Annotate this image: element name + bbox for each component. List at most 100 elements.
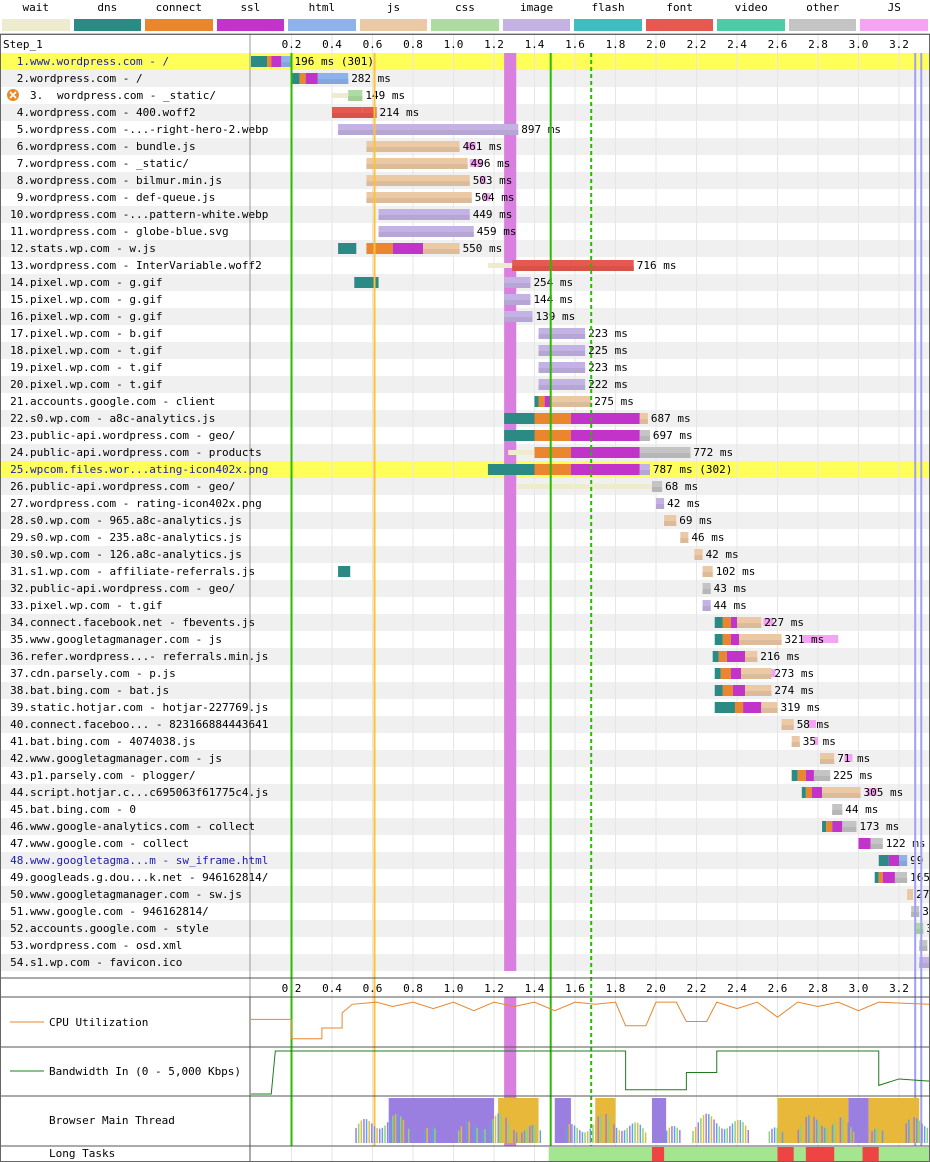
request-label: pixel.wp.com - t.gif (30, 599, 162, 612)
request-number: 34. (10, 616, 30, 629)
main-thread-spike (715, 1123, 718, 1143)
js-execution-mark (813, 737, 818, 745)
row-background (0, 665, 930, 682)
request-bar-connect (267, 56, 272, 67)
row-background (0, 427, 930, 444)
row-background (0, 954, 930, 971)
request-number: 14. (10, 276, 30, 289)
request-label: pixel.wp.com - t.gif (30, 361, 162, 374)
x-tick-label: 0.4 (322, 38, 342, 51)
legend-item-js-execution: JS Execution (858, 0, 930, 34)
request-number: 29. (10, 531, 30, 544)
row-background (0, 767, 930, 784)
row-background (0, 937, 930, 954)
long-tasks-label: Long Tasks (49, 1147, 115, 1160)
request-bar-shade (702, 606, 711, 611)
request-bar-dns (801, 787, 806, 798)
request-time-label: 165 ms (910, 871, 930, 884)
request-label: p1.parsely.com - plogger/ (30, 769, 196, 782)
request-time-label: 449 ms (473, 208, 513, 221)
request-time-label: 223 ms (588, 327, 628, 340)
main-thread-spike (705, 1113, 707, 1143)
request-bar-shade (504, 300, 531, 305)
main-thread-spike (673, 1126, 676, 1143)
request-bar-dns (791, 770, 798, 781)
request-label: cdn.parsely.com - p.js (30, 667, 176, 680)
legend-swatch (216, 19, 285, 31)
main-thread-spike (629, 1125, 631, 1143)
request-time-label: 897 ms (521, 123, 561, 136)
request-time-label: 42 ms (667, 497, 700, 510)
main-thread-spike (744, 1125, 747, 1143)
row-background (0, 784, 930, 801)
legend-swatch (73, 19, 142, 31)
request-number: 13. (10, 259, 30, 272)
request-number: 11. (10, 225, 30, 238)
row-background (0, 461, 930, 478)
legend-label: css (455, 1, 475, 14)
request-number: 38. (10, 684, 30, 697)
request-number: 49. (10, 871, 30, 884)
main-thread-spike (594, 1120, 597, 1143)
main-thread-spike (850, 1127, 852, 1143)
request-bar-js (791, 736, 800, 747)
request-bar-dns (714, 634, 723, 645)
main-thread-spike (668, 1127, 671, 1143)
request-time-label: 282 ms (351, 72, 391, 85)
main-thread-spike (839, 1117, 842, 1143)
request-bar-dns (822, 821, 827, 832)
main-thread-spike (700, 1118, 702, 1143)
main-thread-spike (676, 1127, 678, 1143)
main-thread-spike (357, 1123, 360, 1143)
request-label: bat.bing.com - 4074038.js (30, 735, 196, 748)
main-thread-spike (818, 1122, 821, 1143)
main-thread-spike (460, 1126, 463, 1143)
request-bar-shade (870, 844, 883, 849)
request-bar-js (737, 617, 762, 628)
main-thread-spike (507, 1121, 510, 1143)
legend-swatch (717, 19, 785, 31)
request-bar-shade (842, 827, 857, 832)
request-bar-connect (366, 243, 393, 254)
row-background (0, 342, 930, 359)
request-bar-js (745, 651, 758, 662)
request-bar-shade (639, 436, 650, 441)
request-bar-dns (504, 413, 535, 424)
request-time-label: 550 ms (463, 242, 503, 255)
main-thread-spike (400, 1116, 402, 1143)
request-bar-shade (694, 555, 703, 560)
request-number: 7. (17, 157, 30, 170)
request-number: 3. (30, 89, 43, 102)
request-bar-shade (761, 708, 778, 713)
request-number: 5. (17, 123, 30, 136)
request-time-label: 254 ms (533, 276, 573, 289)
main-thread-spike (613, 1124, 615, 1143)
request-bar-connect (534, 447, 571, 458)
request-time-label: 46 ms (691, 531, 724, 544)
request-bar-connect (722, 685, 733, 696)
request-bar-image (504, 311, 533, 322)
request-bar-wait (487, 263, 513, 268)
request-bar-ssl (544, 396, 551, 407)
request-bar-shade (362, 113, 377, 118)
request-bar-shade (538, 368, 586, 373)
main-thread-spike (876, 1127, 879, 1143)
long-task-block (548, 1147, 930, 1162)
main-thread-spike (821, 1125, 823, 1143)
request-bar-js (639, 413, 648, 424)
request-bar-shade (378, 232, 474, 237)
legend-label: wait (22, 1, 50, 14)
main-thread-spike (505, 1117, 507, 1143)
x-tick-label-bottom: 3.2 (889, 982, 909, 995)
request-bar-shade (820, 759, 835, 764)
main-thread-spike (902, 1127, 905, 1143)
main-thread-spike (584, 1132, 586, 1143)
row-background (0, 376, 930, 393)
main-thread-spike (365, 1119, 368, 1143)
request-label: wordpress.com - _static/ (57, 89, 216, 102)
request-bar-font (362, 107, 377, 118)
request-label: pixel.wp.com - t.gif (30, 378, 162, 391)
request-bar-shade (639, 419, 648, 424)
